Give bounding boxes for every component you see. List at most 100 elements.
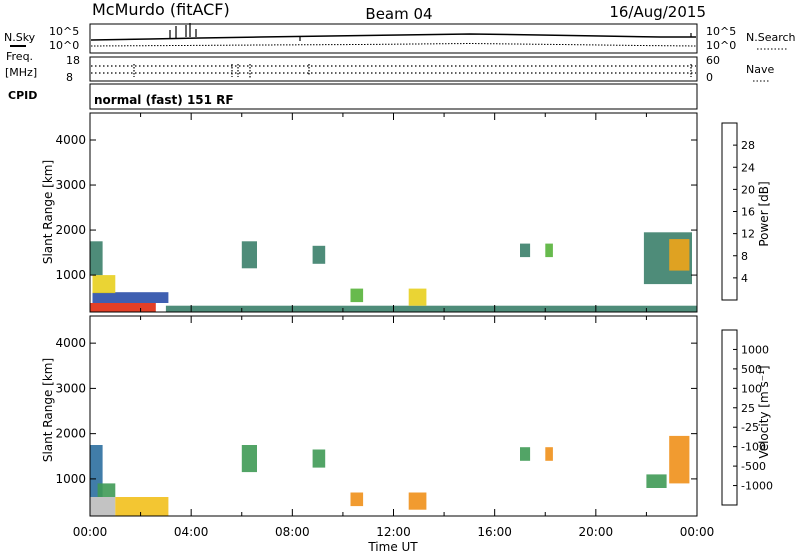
power-colorbar-tick-label: 4 [741,272,748,285]
x-axis-label: Time UT [367,540,418,554]
noise-left-label: N.Sky [4,31,36,44]
freq-panel-frame [89,56,698,82]
x-tick-label: 16:00 [477,525,512,539]
station-title: McMurdo (fitACF) [92,0,230,19]
x-tick-label: 04:00 [174,525,209,539]
noise-panel: N.Sky 10^5 10^0 10^5 10^0 N.Search [4,23,796,54]
noise-left-tick-bottom: 10^0 [49,39,79,52]
power-region-0 [90,303,156,312]
velocity-ylabel: Slant Range [km] [41,358,55,462]
noise-spikes [169,23,692,41]
power-panel: Slant Range [km] 1000 2000 3000 4000 [41,112,698,313]
power-colorbar-tick-label: 24 [741,161,755,174]
nave-tick-bottom: 0 [706,71,713,84]
velocity-region-3 [97,483,116,497]
power-region-2 [92,275,116,294]
power-colorbar-tick-label: 20 [741,183,755,196]
freq-tick-bottom: 8 [66,71,73,84]
velocity-region-1 [115,497,169,516]
velocity-colorbar-tick-label: -25 [741,421,759,434]
power-yticks: 1000 2000 3000 4000 [55,133,697,282]
velocity-region-4 [241,445,257,473]
power-region-12 [669,239,690,271]
y-tick-label: 3000 [55,178,86,192]
noise-right-label: N.Search [746,31,796,44]
date-title: 16/Aug/2015 [609,3,706,21]
velocity-region-8 [520,447,531,461]
beam-title: Beam 04 [365,5,432,23]
noise-search-line [90,42,697,47]
cpid-panel-frame [89,83,698,110]
power-panel-frame [89,112,698,313]
velocity-region-10 [646,474,667,488]
cpid-panel: CPID normal (fast) 151 RF [8,83,698,110]
freq-label-2: [MHz] [5,66,37,79]
cpid-label: CPID [8,89,37,102]
velocity-colorbar-tick-label: -100 [741,441,766,454]
noise-left-tick-top: 10^5 [49,25,79,38]
noise-right-tick-bottom: 10^0 [706,39,736,52]
x-tick-label: 00:00 [680,525,715,539]
velocity-colorbar: -1000 -500 -100 -25 25 100 500 1000 [721,329,773,506]
velocity-colorbar-tick-label: -500 [741,460,766,473]
power-region-9 [520,243,531,258]
velocity-region-6 [350,492,364,507]
x-tick-label: 00:00 [73,525,108,539]
power-region-8 [408,288,427,306]
power-colorbar-tick-label: 8 [741,250,748,263]
freq-panel: Freq. [MHz] 18 8 60 0 Nave [5,50,774,84]
velocity-region-9 [545,447,553,461]
x-tick-label: 20:00 [579,525,614,539]
velocity-xticks [89,316,698,516]
power-colorbar-tick-label: 28 [741,139,755,152]
x-tick-label: 08:00 [275,525,310,539]
nave-label: Nave [746,63,774,76]
power-colorbar-tick-label: 16 [741,206,755,219]
y-tick-label: 1000 [55,472,86,486]
velocity-cells [90,435,690,516]
velocity-colorbar-tick-label: 1000 [741,343,769,356]
power-colorbar: 4 8 12 16 20 24 28 [721,122,755,301]
power-region-3 [90,241,103,276]
x-tick-labels: 00:00 04:00 08:00 12:00 16:00 20:00 00:00 [73,525,715,539]
velocity-colorbar-tick-label: -1000 [741,480,773,493]
power-region-6 [312,245,326,264]
velocity-region-5 [312,449,326,468]
velocity-colorbar-tick-label: 500 [741,363,762,376]
power-colorbar-label: Power [dB] [757,181,771,246]
y-tick-label: 2000 [55,223,86,237]
power-region-1 [92,292,169,303]
freq-spikes [133,64,692,78]
power-region-4 [165,305,697,312]
freq-label-1: Freq. [6,50,33,63]
velocity-region-7 [408,492,427,510]
nave-tick-top: 60 [706,54,720,67]
y-tick-label: 4000 [55,133,86,147]
velocity-colorbar-label: Velocity [m s⁻¹] [757,365,771,458]
y-tick-label: 2000 [55,427,86,441]
velocity-panel-frame [89,315,698,517]
velocity-yticks: 1000 2000 3000 4000 [55,336,697,486]
noise-sky-line [90,33,696,41]
power-region-5 [241,241,257,269]
velocity-colorbar-tick-label: 25 [741,402,755,415]
y-tick-label: 4000 [55,336,86,350]
power-ylabel: Slant Range [km] [41,160,55,264]
x-tick-label: 12:00 [376,525,411,539]
power-colorbar-tick-label: 12 [741,228,755,241]
velocity-colorbar-tick-label: 100 [741,382,762,395]
cpid-mode: normal (fast) 151 RF [94,93,234,107]
noise-panel-frame [89,23,698,54]
power-region-10 [545,243,553,258]
y-tick-label: 3000 [55,381,86,395]
velocity-region-0 [90,497,116,516]
power-cells [90,232,697,312]
power-region-7 [350,288,364,303]
power-xticks [89,113,698,312]
y-tick-label: 1000 [55,268,86,282]
velocity-colorbar-frame [721,329,738,506]
velocity-region-11 [669,435,690,484]
velocity-panel: Slant Range [km] 1000 2000 3000 4000 [41,315,698,517]
freq-tick-top: 18 [66,54,80,67]
